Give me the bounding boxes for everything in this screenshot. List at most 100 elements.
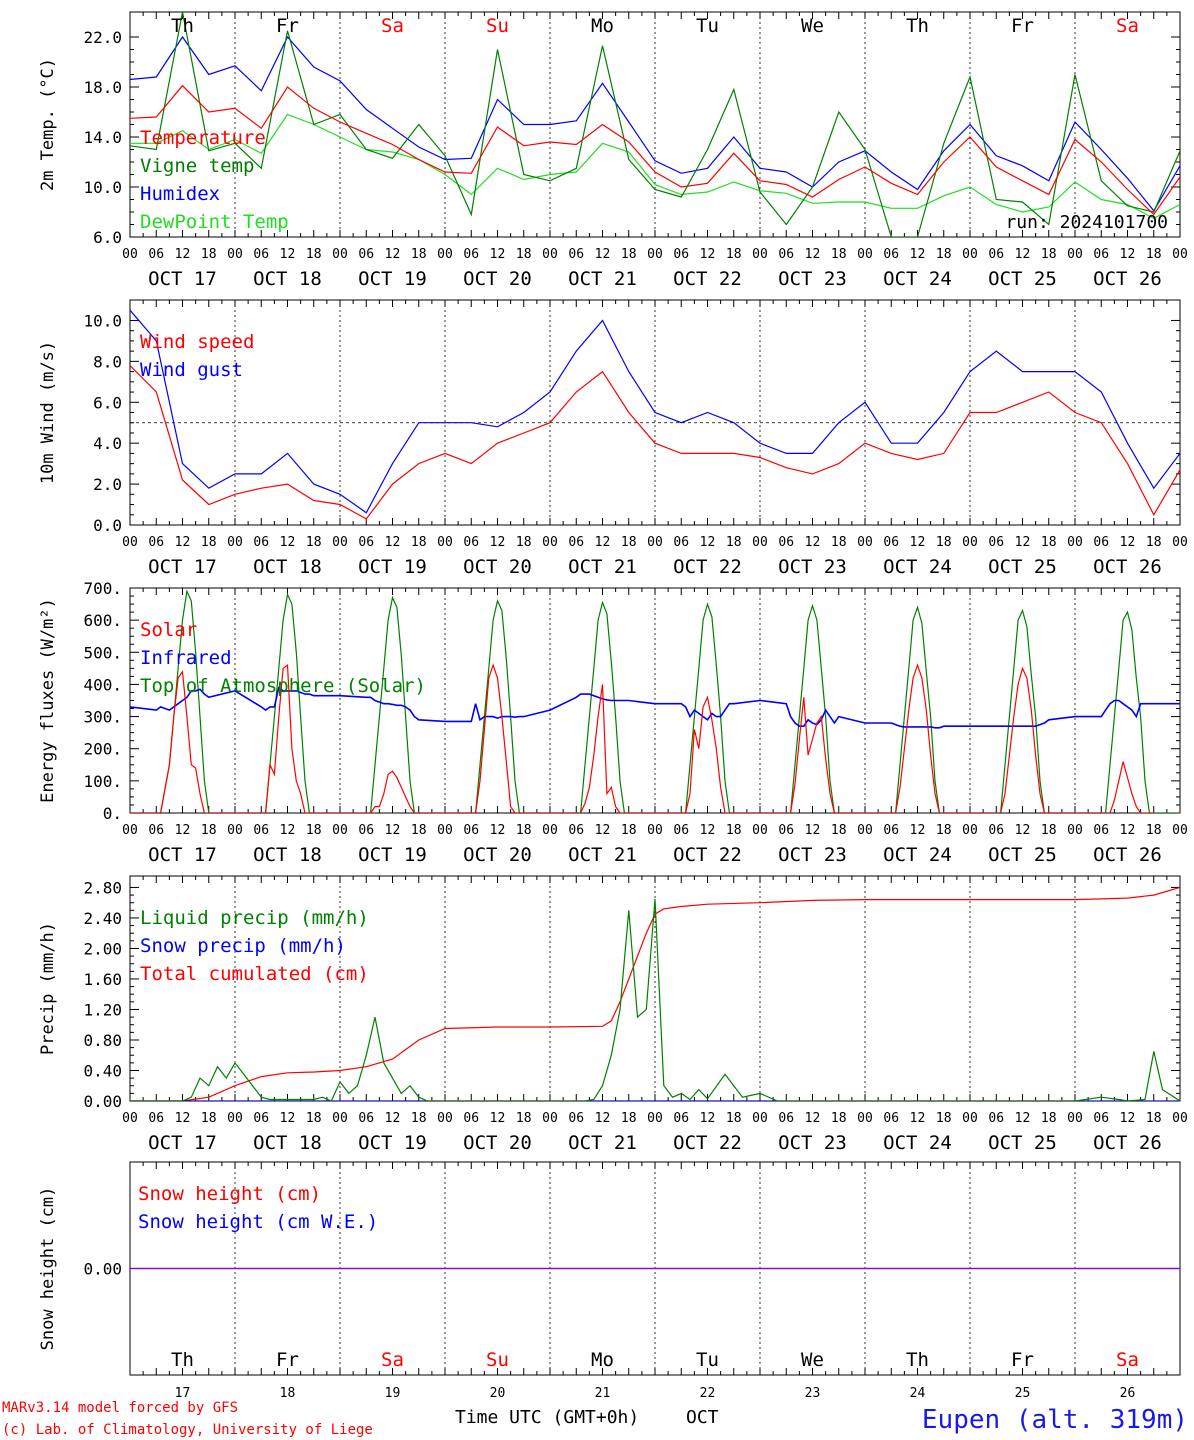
x-date-label: OCT 26 [1093,844,1162,866]
series-line [130,309,1180,514]
legend-entry: Humidex [140,183,220,205]
series-group [130,309,1180,520]
y-tick-label: 0.00 [83,1092,122,1111]
x-hour-label: 12 [595,247,611,262]
x-hour-label: 06 [673,247,689,262]
x-hour-label: 06 [883,1111,899,1126]
x-hour-label: 00 [227,1111,243,1126]
y-axis-title: 10m Wind (m/s) [38,341,58,484]
x-date-label: OCT 19 [358,844,427,866]
x-hour-label: 06 [463,1111,479,1126]
x-hour-label: 00 [752,823,768,838]
x-hour-label: 12 [595,535,611,550]
x-hour-label: 06 [778,535,794,550]
series-line [130,113,1180,219]
series-line [130,663,1154,813]
x-hour-label: 18 [516,535,532,550]
x-hour-label: 12 [280,247,296,262]
y-tick-label: 2.80 [83,878,122,897]
x-hour-label: 12 [385,1111,401,1126]
x-hour-label: 12 [490,823,506,838]
x-hour-label: 18 [936,1111,952,1126]
x-date-label: OCT 22 [673,1132,742,1154]
x-hour-label: 18 [621,247,637,262]
x-hour-label: 06 [358,1111,374,1126]
x-hour-label: 06 [988,535,1004,550]
y-tick-label: 0.40 [83,1061,122,1080]
x-hour-label: 18 [726,535,742,550]
x-hour-label: 06 [883,823,899,838]
x-date-label: OCT 21 [568,268,637,290]
y-axis-title: 2m Temp. (°C) [38,58,58,191]
day-name-label: Th [171,1349,194,1371]
x-hour-label: 12 [490,1111,506,1126]
x-hour-label: 12 [490,535,506,550]
legend-entry: Liquid precip (mm/h) [140,907,369,929]
x-date-label: OCT 22 [673,844,742,866]
day-number-label: 21 [595,1386,611,1401]
y-tick-label: 300. [83,708,122,727]
y-tick-label: 500. [83,643,122,662]
x-hour-label: 06 [148,823,164,838]
legend-entry: Snow height (cm W.E.) [138,1211,378,1233]
x-hour-label: 12 [385,247,401,262]
x-date-label: OCT 20 [463,556,532,578]
legend-entry: DewPoint Temp [140,211,289,233]
day-number-label: 20 [490,1386,506,1401]
x-hour-label: 12 [805,1111,821,1126]
series-line [130,898,1180,1101]
x-hour-label: 18 [411,535,427,550]
x-hour-label: 12 [700,823,716,838]
x-hour-label: 06 [883,535,899,550]
x-hour-label: 06 [1093,247,1109,262]
x-axis-month: OCT [686,1407,719,1428]
day-name-label: Mo [591,1349,614,1371]
day-name-label: Sa [1116,15,1139,37]
x-hour-label: 00 [962,823,978,838]
y-tick-label: 14.0 [83,128,122,147]
legend-entry: Infrared [140,647,232,669]
x-date-label: OCT 19 [358,268,427,290]
day-number-label: 24 [910,1386,926,1401]
x-hour-label: 18 [621,823,637,838]
x-hour-label: 06 [568,1111,584,1126]
x-hour-label: 18 [936,247,952,262]
x-hour-label: 06 [568,247,584,262]
run-label: run: 2024101700 [1005,212,1168,233]
day-name-label: Fr [276,15,299,37]
x-date-label: OCT 24 [883,1132,952,1154]
x-hour-label: 00 [647,823,663,838]
x-date-label: OCT 26 [1093,268,1162,290]
x-hour-label: 18 [1146,535,1162,550]
x-hour-label: 18 [831,1111,847,1126]
x-hour-label: 00 [1067,535,1083,550]
x-hour-label: 18 [516,1111,532,1126]
x-hour-label: 06 [778,823,794,838]
x-date-label: OCT 18 [253,268,322,290]
day-number-label: 18 [280,1386,296,1401]
panel-3: 0. 100. 200. 300. 400. 500. 600. 700. Energy flu… [38,579,1188,866]
x-hour-label: 12 [1120,535,1136,550]
x-hour-label: 00 [542,1111,558,1126]
x-hour-label: 00 [857,823,873,838]
y-tick-label: 2.40 [83,909,122,928]
y-tick-label: 0.00 [83,1260,122,1279]
station-label: Eupen (alt. 319m) [922,1405,1188,1435]
x-hour-label: 00 [857,247,873,262]
x-hour-label: 00 [437,823,453,838]
x-hour-label: 18 [1146,823,1162,838]
day-name-label: Sa [381,15,404,37]
y-tick-label: 0. [103,804,122,823]
y-tick-label: 4.0 [93,434,122,453]
x-hour-label: 12 [700,535,716,550]
x-hour-label: 12 [1120,823,1136,838]
series-line [130,35,1180,212]
x-hour-label: 12 [805,535,821,550]
x-hour-label: 06 [988,247,1004,262]
x-hour-label: 00 [1172,823,1188,838]
legend-entry: Snow precip (mm/h) [140,935,346,957]
y-tick-label: 200. [83,740,122,759]
x-hour-label: 00 [227,247,243,262]
x-hour-label: 12 [1015,535,1031,550]
